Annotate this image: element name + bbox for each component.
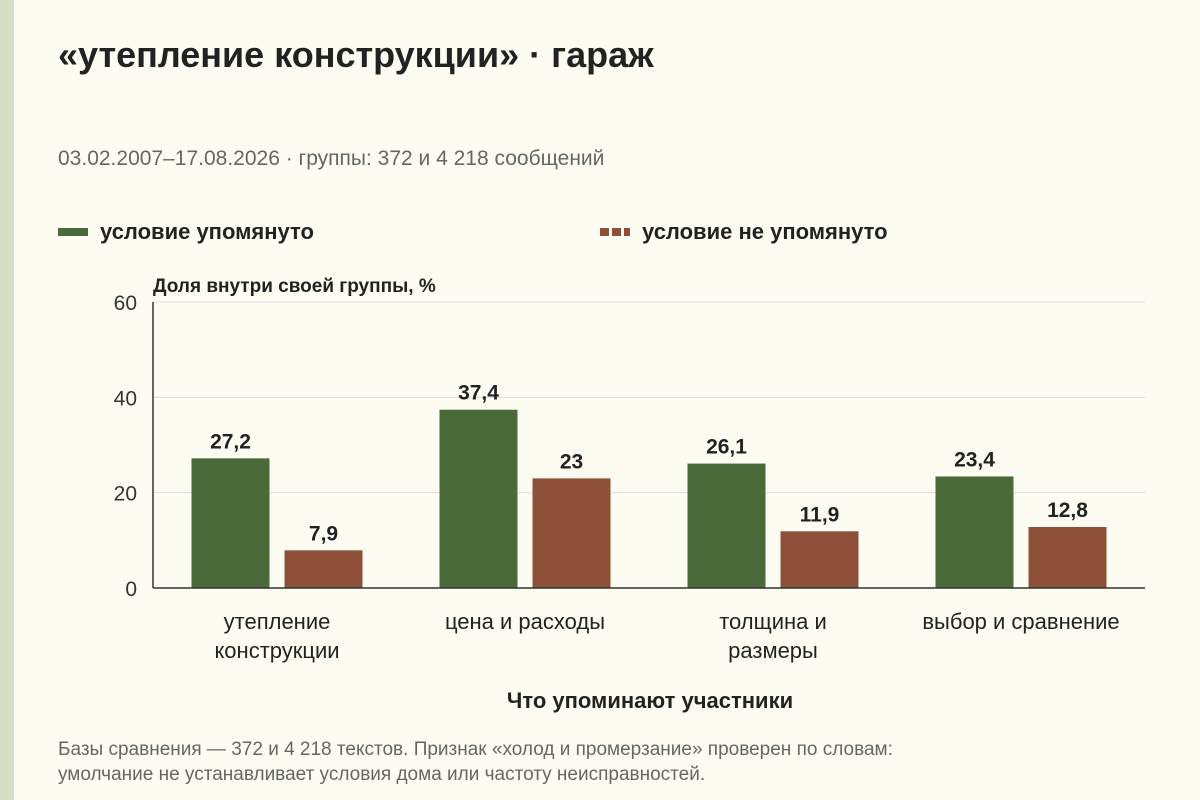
axis-layer: 0 20 40 60 утепление конструкции цена и расход…	[114, 292, 1145, 663]
left-accent-strip	[0, 0, 14, 800]
bar-mentioned	[191, 458, 270, 588]
bar-value-label: 7,9	[309, 522, 338, 545]
y-tick-label: 40	[114, 387, 137, 410]
bar-value-label: 27,2	[210, 430, 251, 453]
legend-label-not-mentioned: условие не упомянуто	[642, 219, 888, 244]
bar-value-label: 23,4	[954, 448, 995, 471]
x-tick-label: толщина и	[719, 609, 827, 634]
bar-not-mentioned	[1028, 526, 1107, 588]
bar-not-mentioned	[532, 478, 611, 588]
bar-mentioned	[687, 463, 766, 588]
bar-value-label: 26,1	[706, 436, 747, 459]
bar-not-mentioned	[780, 531, 859, 588]
bar-mentioned	[935, 476, 1014, 588]
legend-swatch-mentioned	[58, 228, 88, 236]
y-tick-label: 60	[114, 292, 137, 315]
y-axis-label: Доля внутри своей группы, %	[153, 276, 436, 297]
bar-mentioned	[439, 409, 518, 588]
footnote-line-1: Базы сравнения — 372 и 4 218 текстов. Пр…	[58, 739, 893, 760]
footnote: Базы сравнения — 372 и 4 218 текстов. Пр…	[58, 737, 1158, 787]
grid-layer	[153, 301, 1145, 494]
legend-swatch-not-mentioned	[600, 228, 630, 236]
legend-item-not-mentioned: условие не упомянуто	[600, 219, 888, 245]
x-tick-label: конструкции	[214, 638, 339, 663]
x-tick-label: выбор и сравнение	[922, 609, 1119, 634]
page-title: «утепление конструкции» · гараж	[58, 34, 654, 75]
bar-value-label: 23	[560, 450, 583, 473]
x-tick-label: утепление	[224, 609, 331, 634]
page-subtitle: 03.02.2007–17.08.2026 · группы: 372 и 4 …	[58, 147, 605, 170]
footnote-line-2: умолчание не устанавливает условия дома …	[58, 764, 706, 785]
x-tick-label: размеры	[728, 638, 818, 663]
y-tick-label: 0	[125, 578, 137, 601]
bar-value-label: 12,8	[1047, 499, 1088, 522]
bar-value-label: 37,4	[458, 382, 499, 405]
bar-not-mentioned	[284, 550, 363, 588]
x-axis-label: Что упоминают участники	[507, 688, 793, 713]
x-tick-label: цена и расходы	[445, 609, 605, 634]
labels-layer: 27,2 7,9 37,4 23 26,1 11,9 23,4 12,8	[210, 382, 1088, 546]
bar-value-label: 11,9	[800, 503, 840, 526]
legend-item-mentioned: условие упомянуто	[58, 219, 314, 245]
legend-label-mentioned: условие упомянуто	[100, 219, 314, 244]
y-tick-label: 20	[114, 483, 137, 506]
bars-layer	[191, 409, 1107, 588]
